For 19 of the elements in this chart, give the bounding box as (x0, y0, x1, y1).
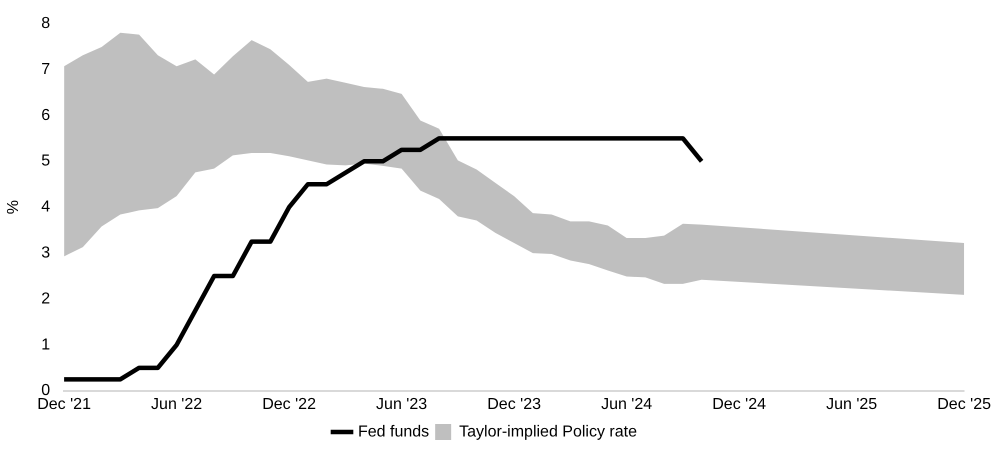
x-tick-label: Jun '25 (826, 396, 878, 413)
y-tick-label: 1 (41, 336, 50, 354)
x-tick-label: Jun '24 (601, 396, 652, 413)
y-tick-label: 5 (41, 152, 50, 170)
y-tick-label: 3 (41, 244, 50, 262)
x-tick-label: Jun '23 (376, 396, 428, 413)
x-tick-label: Dec '22 (262, 396, 316, 413)
x-tick-label: Dec '25 (937, 396, 992, 413)
legend-label: Taylor-implied Policy rate (459, 423, 638, 440)
y-tick-label: 8 (41, 15, 50, 32)
y-axis-title: % (5, 200, 22, 214)
y-tick-label: 4 (41, 198, 50, 216)
x-tick-label: Dec '24 (712, 396, 766, 413)
y-tick-label: 7 (41, 60, 50, 78)
x-tick-label: Jun '22 (151, 396, 202, 413)
y-tick-label: 2 (41, 290, 50, 308)
legend-label: Fed funds (358, 423, 430, 440)
y-tick-label: 6 (41, 106, 50, 124)
x-tick-label: Dec '23 (487, 396, 542, 413)
